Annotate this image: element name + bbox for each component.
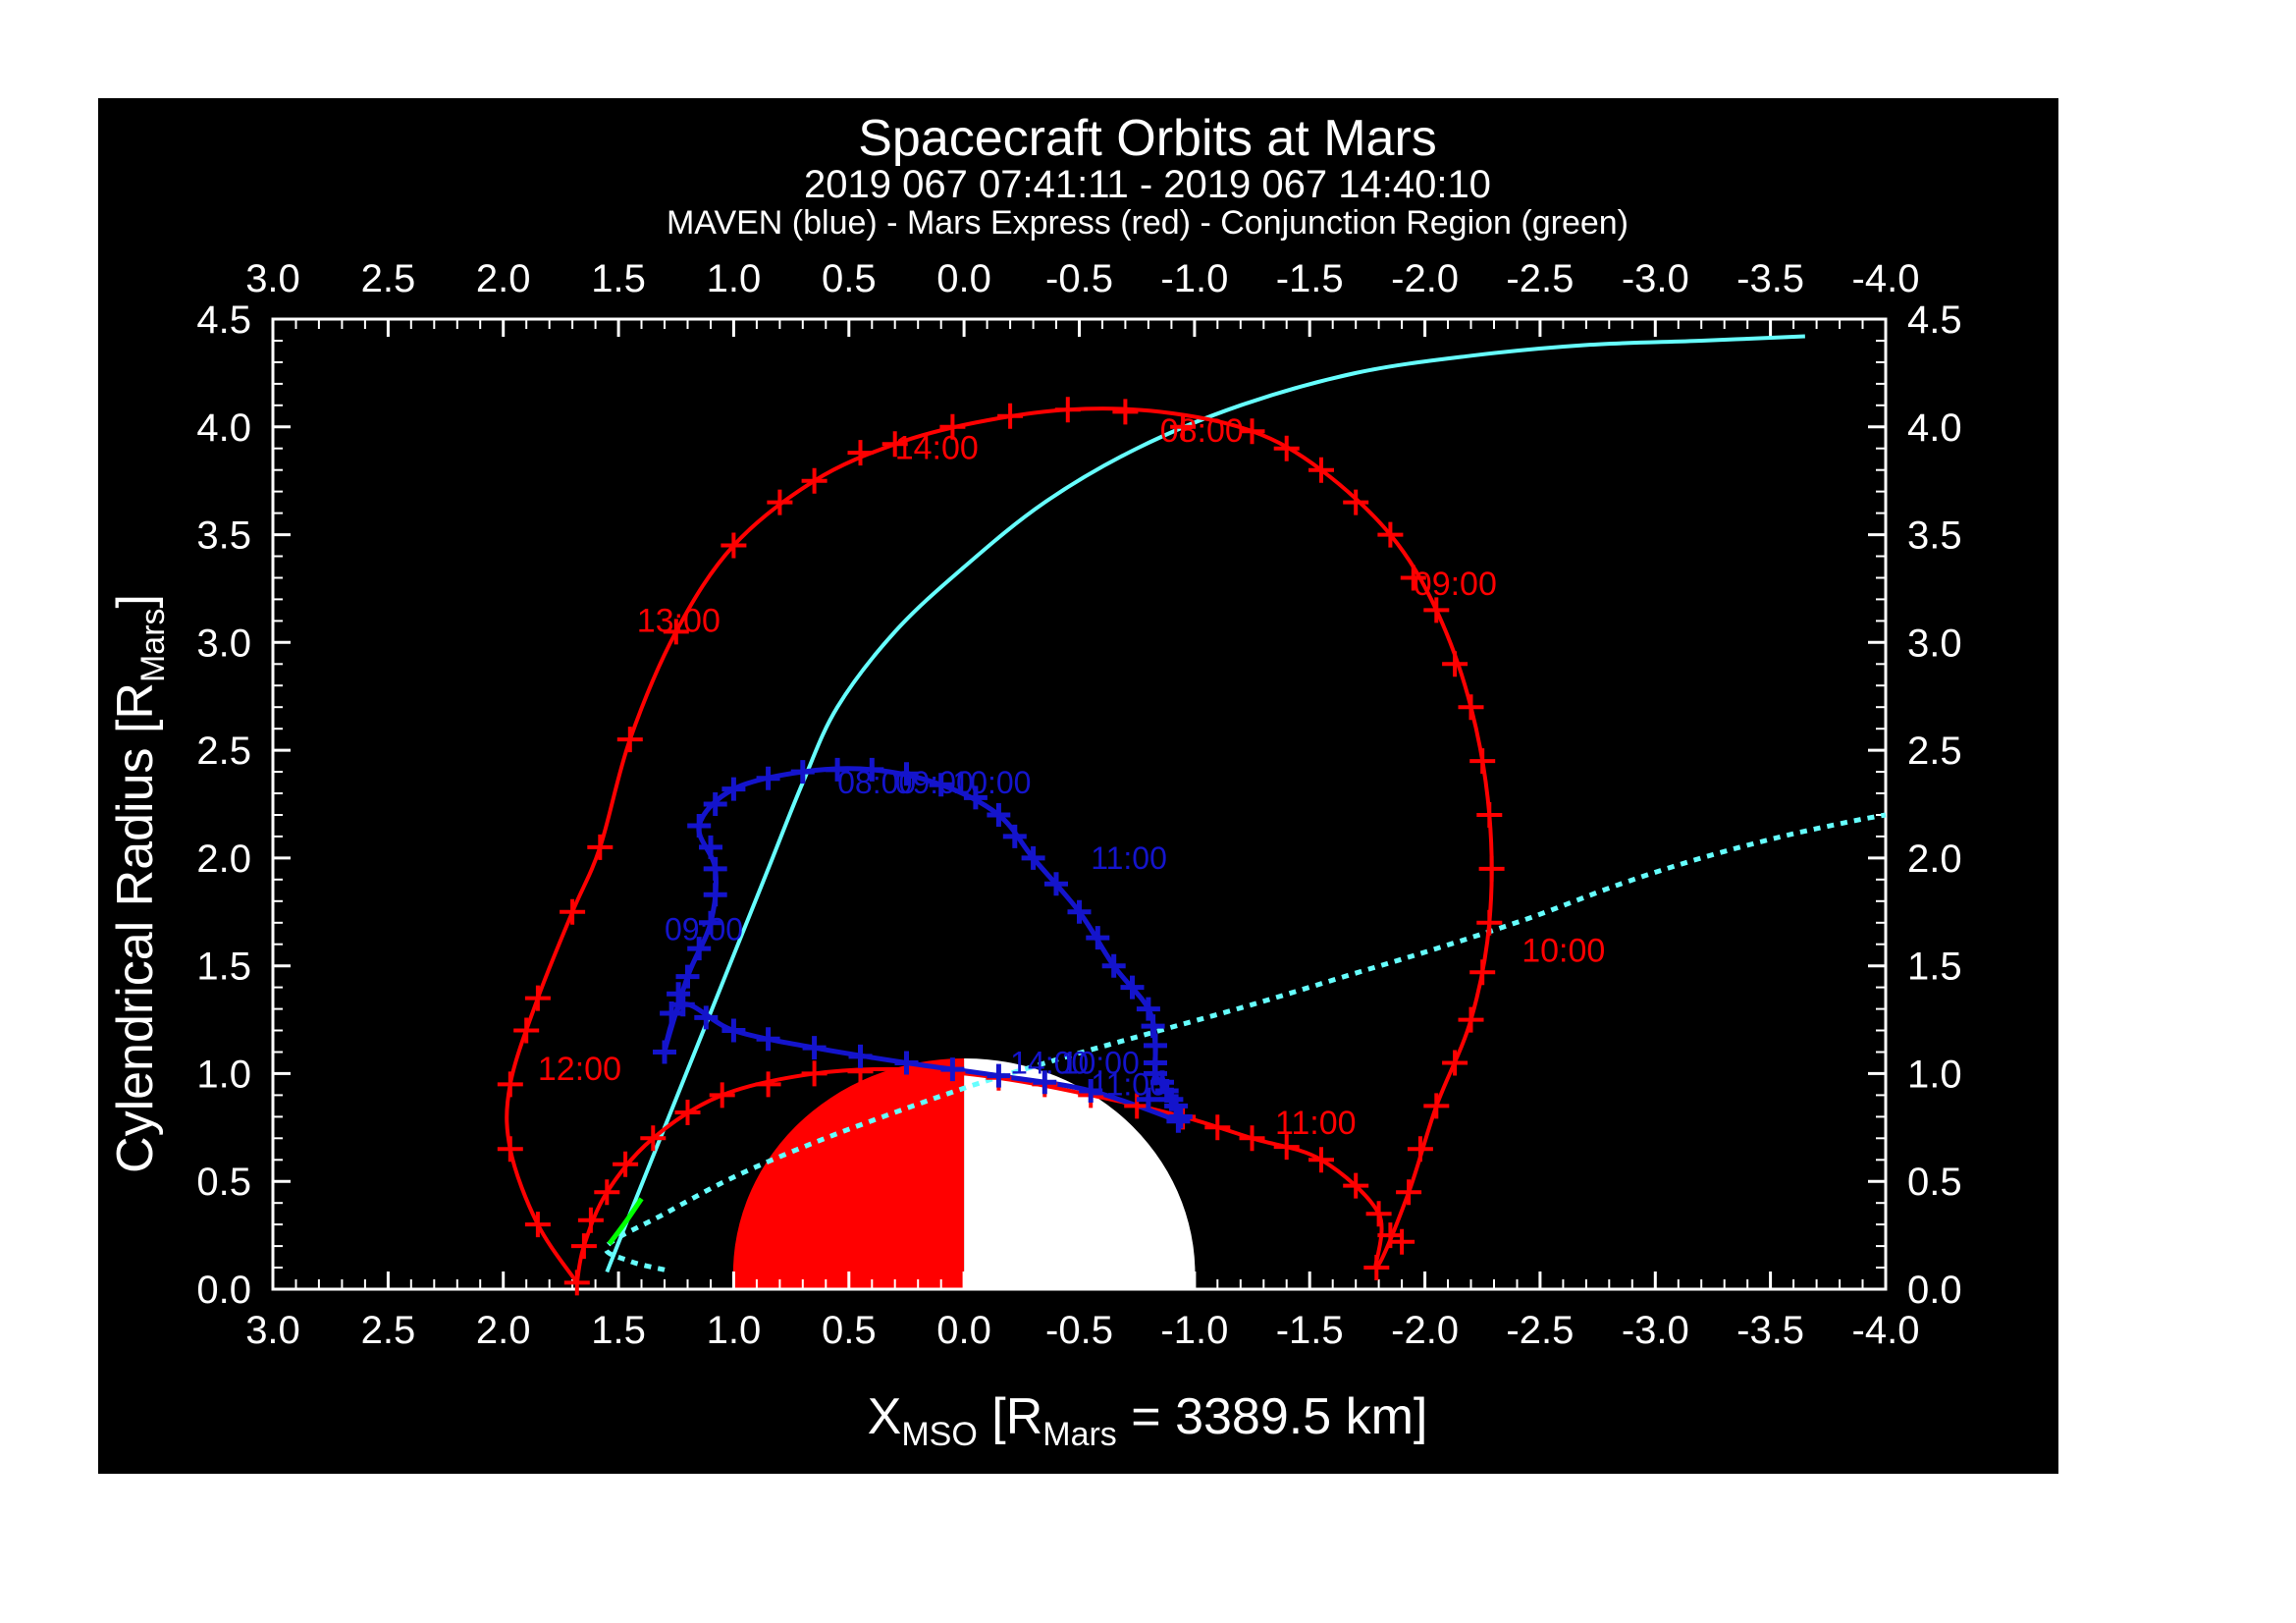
svg-text:4.5: 4.5 — [1907, 298, 1962, 342]
svg-text:09:00: 09:00 — [665, 911, 743, 947]
svg-text:Cylendrical Radius [RMars]: Cylendrical Radius [RMars] — [107, 594, 172, 1173]
svg-text:14:00: 14:00 — [895, 430, 979, 467]
svg-text:-2.5: -2.5 — [1506, 257, 1574, 300]
svg-text:12:00: 12:00 — [538, 1051, 621, 1088]
svg-text:-3.5: -3.5 — [1736, 1309, 1804, 1352]
svg-text:0.5: 0.5 — [822, 257, 877, 300]
svg-text:1.0: 1.0 — [707, 1309, 762, 1352]
svg-text:4.5: 4.5 — [196, 298, 251, 342]
svg-text:1.5: 1.5 — [591, 1309, 646, 1352]
svg-text:08:00: 08:00 — [1160, 412, 1244, 450]
svg-text:-2.5: -2.5 — [1506, 1309, 1574, 1352]
svg-text:0.5: 0.5 — [822, 1309, 877, 1352]
svg-text:3.0: 3.0 — [245, 257, 300, 300]
svg-text:4.0: 4.0 — [196, 406, 251, 450]
svg-text:-0.5: -0.5 — [1045, 257, 1113, 300]
svg-text:-2.0: -2.0 — [1391, 1309, 1459, 1352]
svg-text:13:00: 13:00 — [637, 602, 721, 639]
svg-text:-4.0: -4.0 — [1852, 257, 1920, 300]
svg-text:-0.5: -0.5 — [1045, 1309, 1113, 1352]
svg-text:1.0: 1.0 — [1907, 1053, 1962, 1096]
svg-text:1.5: 1.5 — [196, 946, 251, 989]
svg-text:09:00: 09:00 — [1414, 566, 1497, 603]
svg-text:MAVEN (blue) - Mars Express (r: MAVEN (blue) - Mars Express (red) - Conj… — [667, 204, 1629, 242]
svg-text:4.0: 4.0 — [1907, 406, 1962, 450]
svg-text:XMSO [RMars = 3389.5 km]: XMSO [RMars = 3389.5 km] — [868, 1388, 1428, 1453]
svg-text:2.0: 2.0 — [1907, 838, 1962, 881]
svg-text:-1.0: -1.0 — [1160, 1309, 1228, 1352]
svg-text:2.0: 2.0 — [476, 257, 531, 300]
svg-text:2.0: 2.0 — [476, 1309, 531, 1352]
svg-text:-3.0: -3.0 — [1622, 1309, 1689, 1352]
svg-text:2.5: 2.5 — [196, 730, 251, 773]
svg-text:0.0: 0.0 — [1907, 1269, 1962, 1312]
svg-text:3.5: 3.5 — [1907, 514, 1962, 558]
svg-text:3.5: 3.5 — [196, 514, 251, 558]
svg-text:-1.5: -1.5 — [1276, 1309, 1344, 1352]
svg-text:-4.0: -4.0 — [1852, 1309, 1920, 1352]
svg-text:0.0: 0.0 — [196, 1269, 251, 1312]
svg-text:2.5: 2.5 — [361, 1309, 416, 1352]
svg-text:10:00: 10:00 — [952, 765, 1031, 800]
svg-text:-3.5: -3.5 — [1736, 257, 1804, 300]
svg-text:2.0: 2.0 — [196, 838, 251, 881]
svg-text:-1.5: -1.5 — [1276, 257, 1344, 300]
svg-text:-2.0: -2.0 — [1391, 257, 1459, 300]
svg-text:11:00: 11:00 — [1275, 1105, 1357, 1142]
svg-text:11:00: 11:00 — [1091, 840, 1167, 876]
svg-text:0.5: 0.5 — [1907, 1161, 1962, 1204]
svg-text:0.5: 0.5 — [196, 1161, 251, 1204]
svg-text:Spacecraft Orbits at Mars: Spacecraft Orbits at Mars — [858, 110, 1437, 167]
svg-text:3.0: 3.0 — [1907, 622, 1962, 665]
svg-text:2.5: 2.5 — [361, 257, 416, 300]
svg-text:1.0: 1.0 — [707, 257, 762, 300]
svg-text:-1.0: -1.0 — [1160, 257, 1228, 300]
svg-text:2.5: 2.5 — [1907, 730, 1962, 773]
svg-text:0.0: 0.0 — [936, 257, 991, 300]
svg-text:1.0: 1.0 — [196, 1053, 251, 1096]
svg-text:0.0: 0.0 — [936, 1309, 991, 1352]
svg-text:1.5: 1.5 — [591, 257, 646, 300]
svg-text:11:00: 11:00 — [1091, 1066, 1167, 1102]
svg-text:1.5: 1.5 — [1907, 946, 1962, 989]
svg-text:3.0: 3.0 — [245, 1309, 300, 1352]
svg-text:-3.0: -3.0 — [1622, 257, 1689, 300]
svg-text:3.0: 3.0 — [196, 622, 251, 665]
svg-text:10:00: 10:00 — [1522, 932, 1605, 969]
svg-text:2019 067 07:41:11 - 2019 067 1: 2019 067 07:41:11 - 2019 067 14:40:10 — [804, 163, 1491, 206]
